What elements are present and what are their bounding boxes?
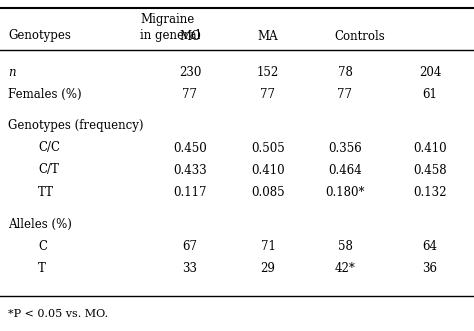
Text: 0.458: 0.458 — [413, 164, 447, 176]
Text: Genotypes: Genotypes — [8, 29, 71, 42]
Text: 0.410: 0.410 — [413, 141, 447, 155]
Text: C/C: C/C — [38, 141, 60, 155]
Text: TT: TT — [38, 185, 54, 199]
Text: C: C — [38, 240, 47, 253]
Text: 78: 78 — [337, 66, 353, 78]
Text: 0.085: 0.085 — [251, 185, 285, 199]
Text: 230: 230 — [179, 66, 201, 78]
Text: 61: 61 — [422, 87, 438, 101]
Text: 36: 36 — [422, 261, 438, 274]
Text: 71: 71 — [261, 240, 275, 253]
Text: 0.356: 0.356 — [328, 141, 362, 155]
Text: 64: 64 — [422, 240, 438, 253]
Text: 58: 58 — [337, 240, 353, 253]
Text: 0.117: 0.117 — [173, 185, 207, 199]
Text: 67: 67 — [182, 240, 198, 253]
Text: Genotypes (frequency): Genotypes (frequency) — [8, 119, 144, 132]
Text: 0.180*: 0.180* — [325, 185, 365, 199]
Text: 42*: 42* — [335, 261, 356, 274]
Text: in general: in general — [140, 29, 201, 42]
Text: n: n — [8, 66, 16, 78]
Text: 0.450: 0.450 — [173, 141, 207, 155]
Text: 77: 77 — [337, 87, 353, 101]
Text: Alleles (%): Alleles (%) — [8, 217, 72, 230]
Text: Controls: Controls — [335, 29, 385, 42]
Text: MO: MO — [179, 29, 201, 42]
Text: Migraine: Migraine — [140, 14, 194, 26]
Text: 0.132: 0.132 — [413, 185, 447, 199]
Text: MA: MA — [258, 29, 278, 42]
Text: C/T: C/T — [38, 164, 59, 176]
Text: 77: 77 — [182, 87, 198, 101]
Text: 152: 152 — [257, 66, 279, 78]
Text: 0.433: 0.433 — [173, 164, 207, 176]
Text: *P < 0.05 vs. MO.: *P < 0.05 vs. MO. — [8, 309, 108, 319]
Text: 77: 77 — [261, 87, 275, 101]
Text: 0.464: 0.464 — [328, 164, 362, 176]
Text: 204: 204 — [419, 66, 441, 78]
Text: 29: 29 — [261, 261, 275, 274]
Text: 33: 33 — [182, 261, 198, 274]
Text: T: T — [38, 261, 46, 274]
Text: 0.410: 0.410 — [251, 164, 285, 176]
Text: 0.505: 0.505 — [251, 141, 285, 155]
Text: Females (%): Females (%) — [8, 87, 82, 101]
